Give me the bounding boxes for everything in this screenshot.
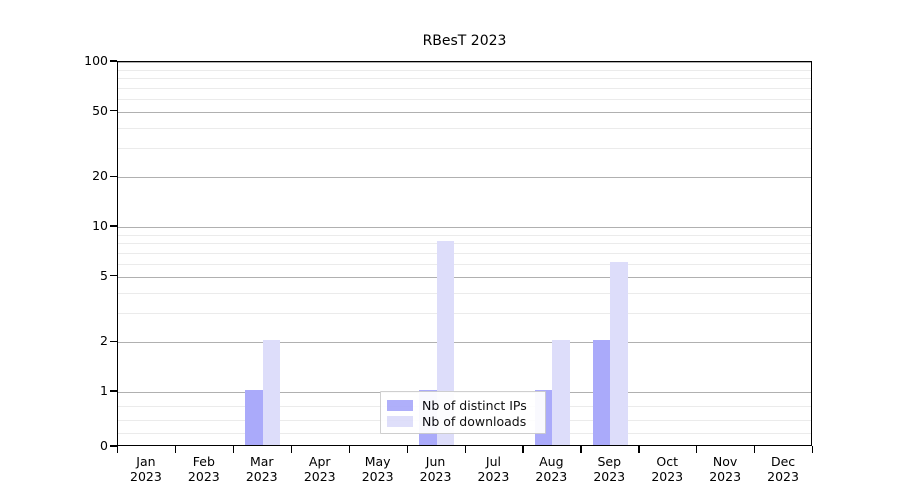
gridline-major — [118, 62, 811, 63]
y-tick-label: 10 — [92, 218, 108, 234]
x-tick-mark — [812, 446, 814, 453]
x-tick-label: Sep 2023 — [593, 454, 626, 484]
gridline-minor — [118, 78, 811, 79]
x-tick-label: Apr 2023 — [303, 454, 336, 484]
gridline-minor — [118, 234, 811, 236]
x-tick-mark — [580, 446, 582, 453]
x-tick-mark — [348, 446, 350, 453]
legend-swatch-icon-downloads — [387, 415, 413, 427]
y-tick-label: 20 — [92, 168, 108, 184]
y-tick-label: 5 — [100, 267, 108, 283]
x-tick-label: Feb 2023 — [187, 454, 220, 484]
gridline-minor — [118, 263, 811, 265]
legend-label-downloads: Nb of downloads — [422, 413, 527, 429]
gridline-major — [118, 177, 811, 179]
gridline-major — [118, 342, 811, 344]
y-tick-mark — [110, 225, 117, 227]
legend-item-distinct-ips: Nb of distinct IPs — [387, 397, 539, 413]
bar-downloads — [552, 340, 570, 445]
legend-swatch-icon-distinct-ips — [387, 399, 413, 411]
x-tick-mark — [522, 446, 524, 453]
x-tick-label: Aug 2023 — [535, 454, 568, 484]
y-tick-label: 1 — [100, 383, 108, 399]
y-tick-mark — [110, 340, 117, 343]
gridline-major — [118, 227, 811, 228]
gridline-major — [118, 111, 811, 113]
gridline-minor — [118, 98, 811, 100]
gridline-minor — [118, 69, 811, 71]
chart-title: RBesT 2023 — [422, 33, 507, 49]
x-tick-mark — [754, 446, 756, 453]
x-tick-mark — [232, 446, 235, 453]
bar-distinct-ips — [592, 340, 611, 445]
x-tick-label: Nov 2023 — [709, 454, 742, 484]
x-tick-label: Mar 2023 — [245, 454, 278, 484]
x-tick-mark — [117, 446, 119, 453]
gridline-minor — [118, 243, 811, 244]
x-tick-label: May 2023 — [361, 454, 394, 484]
gridline-minor — [118, 252, 811, 254]
bar-downloads — [262, 340, 281, 445]
x-tick-mark — [696, 446, 698, 453]
y-tick-mark — [110, 390, 117, 392]
x-tick-mark — [174, 446, 177, 453]
x-tick-mark — [638, 446, 640, 453]
y-tick-mark — [110, 445, 117, 447]
y-tick-mark — [110, 175, 117, 177]
x-tick-label: Jun 2023 — [419, 454, 452, 484]
gridline-major — [118, 276, 811, 278]
bar-downloads — [610, 261, 628, 445]
gridline-minor — [118, 292, 811, 294]
legend-item-downloads: Nb of downloads — [387, 413, 539, 429]
x-tick-label: Jan 2023 — [130, 454, 162, 484]
y-tick-label: 0 — [100, 438, 108, 453]
bars-layer — [118, 62, 811, 445]
chart-legend: Nb of distinct IPs Nb of downloads — [380, 391, 546, 434]
gridline-minor — [118, 127, 811, 129]
x-tick-mark — [290, 446, 293, 453]
x-tick-mark — [464, 446, 466, 453]
legend-label-distinct-ips: Nb of distinct IPs — [422, 397, 527, 413]
gridline-minor — [118, 87, 811, 89]
y-tick-label: 50 — [92, 102, 108, 118]
y-tick-mark — [110, 275, 117, 277]
gridline-minor — [118, 313, 811, 315]
y-tick-mark — [110, 110, 117, 112]
gridline-minor — [118, 148, 811, 150]
y-tick-label: 100 — [84, 53, 108, 68]
x-tick-label: Jul 2023 — [477, 454, 510, 484]
y-tick-label: 2 — [100, 333, 108, 349]
x-tick-mark — [406, 446, 408, 453]
bar-distinct-ips — [245, 390, 263, 445]
x-tick-label: Oct 2023 — [651, 454, 684, 484]
x-tick-label: Dec 2023 — [767, 454, 799, 484]
plot-area — [117, 61, 812, 446]
y-tick-mark — [110, 60, 117, 62]
